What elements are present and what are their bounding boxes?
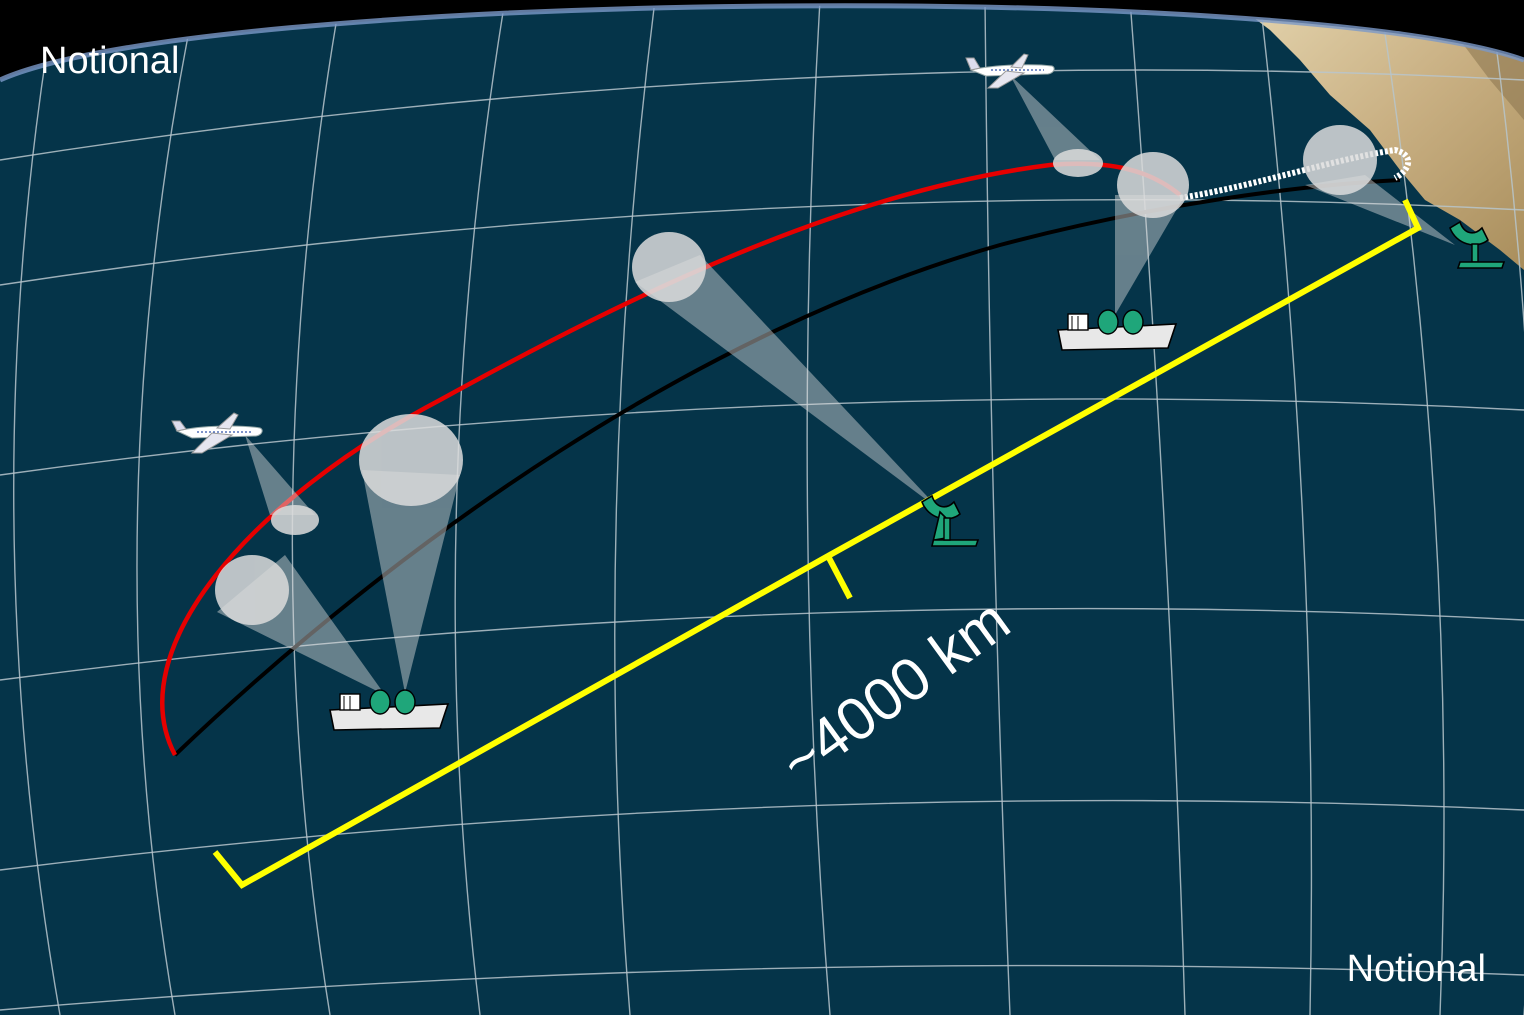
beam-footprint	[1303, 125, 1377, 195]
ship-radar-icon	[1057, 309, 1178, 351]
radar-dish-icon	[921, 494, 980, 547]
notional-label-top: Notional	[40, 40, 180, 82]
grid-latitude	[0, 69, 1524, 1011]
airplane-icon	[965, 53, 1055, 89]
beam-footprint	[632, 232, 706, 302]
beam-footprint	[359, 414, 463, 506]
beam-footprint	[271, 505, 319, 535]
airplane-icon	[171, 412, 263, 454]
ship-radar-icon	[329, 689, 450, 731]
range-bracket	[212, 198, 1422, 889]
ground-track	[173, 178, 1401, 757]
globe-rim	[0, 3, 1524, 83]
radar-dish-icon	[1449, 220, 1506, 269]
notional-label-bottom: Notional	[1346, 948, 1486, 990]
beam-footprint	[1053, 149, 1103, 177]
beam-footprints	[215, 125, 1377, 625]
beam-footprint	[1117, 152, 1189, 218]
beam-footprint	[215, 555, 289, 625]
land-coast	[1230, 5, 1524, 270]
